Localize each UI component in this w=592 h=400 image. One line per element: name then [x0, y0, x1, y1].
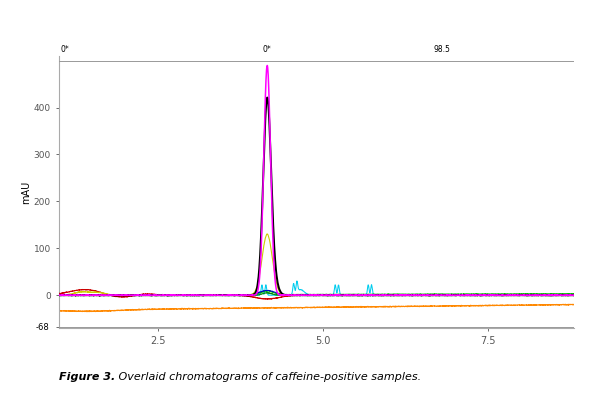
- Text: 0*: 0*: [60, 45, 69, 54]
- Text: -68: -68: [35, 322, 49, 332]
- Text: 98.5: 98.5: [434, 45, 451, 54]
- Text: Overlaid chromatograms of caffeine-positive samples.: Overlaid chromatograms of caffeine-posit…: [115, 372, 422, 382]
- Text: Figure 3.: Figure 3.: [59, 372, 115, 382]
- Text: 0*: 0*: [263, 45, 272, 54]
- Y-axis label: mAU: mAU: [21, 180, 31, 204]
